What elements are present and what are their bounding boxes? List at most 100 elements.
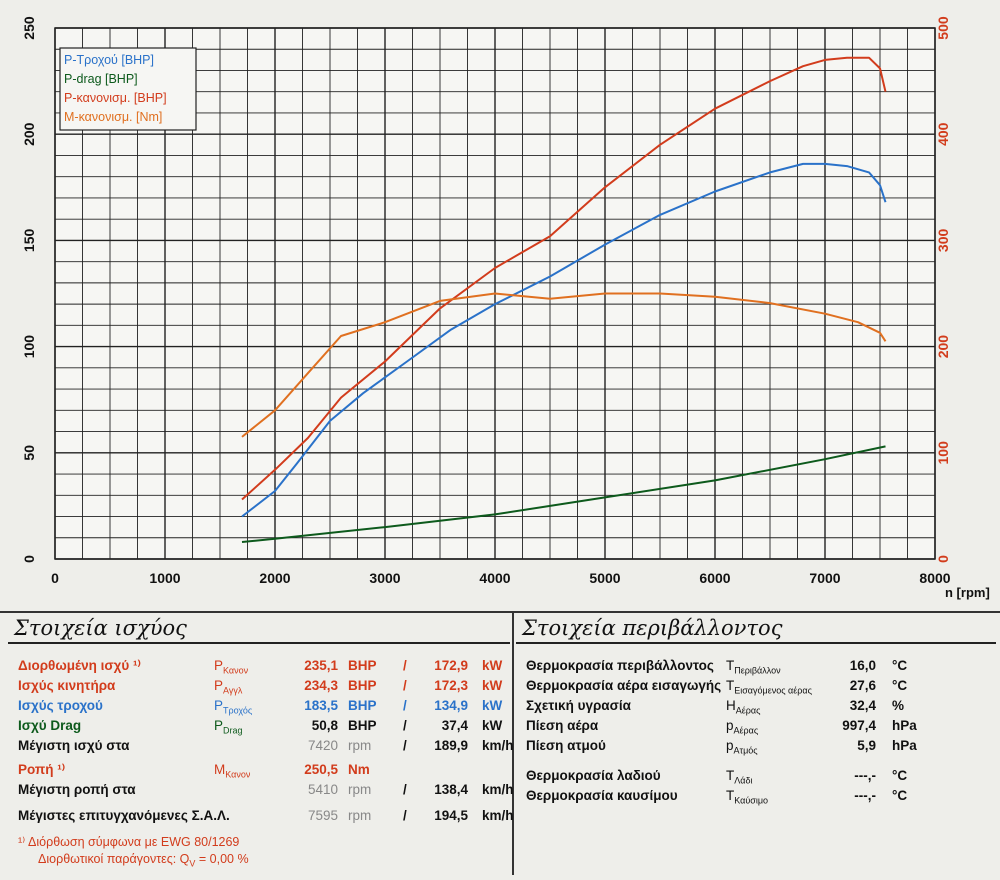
legend-entry: P-Τροχού [BHP] bbox=[64, 53, 154, 67]
unit-kw: kW bbox=[482, 658, 503, 673]
env-symbol: pΑέρας bbox=[726, 718, 759, 736]
y-right-tick-label: 300 bbox=[935, 229, 951, 253]
chart-legend: P-Τροχού [BHP] P-drag [BHP] P-κανονισμ. [B… bbox=[59, 47, 197, 131]
env-row: Θερμοκρασία αέρα εισαγωγής TΕισαγόμενος α… bbox=[516, 678, 996, 698]
env-unit: °C bbox=[892, 658, 908, 673]
env-row: Πίεση ατμού pΑτμός 5,9 hPa bbox=[516, 738, 996, 758]
wheel-power-row: Ισχύς τροχού PΤροχός 183,5 BHP / 134,9 k… bbox=[8, 698, 510, 718]
max-torque-rpm: 5410 bbox=[307, 782, 338, 797]
wheel-power-symbol: PΤροχός bbox=[214, 698, 253, 716]
env-symbol: TΚαύσιμο bbox=[726, 788, 769, 806]
env-value: 32,4 bbox=[849, 698, 876, 713]
torque-value: 250,5 bbox=[304, 762, 338, 777]
y-right-tick-label: 0 bbox=[935, 555, 951, 563]
wheel-power-label: Ισχύς τροχού bbox=[18, 698, 103, 713]
unit-rpm: rpm bbox=[348, 738, 372, 753]
legend-entry: P-κανονισμ. [BHP] bbox=[64, 91, 167, 105]
x-axis-label: n [rpm] bbox=[945, 585, 990, 600]
x-tick-label: 8000 bbox=[919, 570, 950, 586]
env-unit: % bbox=[892, 698, 905, 713]
corrected-power-kw: 172,9 bbox=[434, 658, 468, 673]
slash: / bbox=[403, 658, 407, 673]
unit-kmh: km/h bbox=[482, 738, 514, 753]
unit-kmh: km/h bbox=[482, 782, 514, 797]
env-unit: °C bbox=[892, 788, 908, 803]
footnote-factors-text: Διορθωτικοί παράγοντες: QV = 0,00 % bbox=[38, 852, 249, 869]
x-tick-label: 0 bbox=[51, 570, 59, 586]
engine-power-symbol: PΑγγλ bbox=[214, 678, 243, 696]
x-tick-label: 7000 bbox=[809, 570, 840, 586]
env-row: Σχετική υγρασία HΑέρας 32,4% bbox=[516, 698, 996, 718]
env-symbol: TΠεριβάλλον bbox=[726, 658, 781, 676]
unit-kmh: km/h bbox=[482, 808, 514, 823]
env-value: 27,6 bbox=[849, 678, 876, 693]
env-label: Σχετική υγρασία bbox=[526, 698, 631, 713]
env-symbol: TΕισαγόμενος αέρας bbox=[726, 678, 812, 696]
env-label: Θερμοκρασία περιβάλλοντος bbox=[526, 658, 714, 673]
env-row: Θερμοκρασία περιβάλλοντος TΠεριβάλλον 16,0… bbox=[516, 658, 996, 678]
unit-bhp: BHP bbox=[348, 658, 377, 673]
x-tick-label: 2000 bbox=[259, 570, 290, 586]
env-value: ---,- bbox=[854, 768, 876, 783]
series-line bbox=[241, 162, 887, 518]
x-tick-label: 3000 bbox=[369, 570, 400, 586]
y-left-tick-label: 150 bbox=[21, 229, 37, 253]
env-unit: °C bbox=[892, 678, 908, 693]
max-power-row: Μέγιστη ισχύ στα 7420 rpm / 189,9 km/h bbox=[8, 738, 514, 758]
x-tick-label: 1000 bbox=[149, 570, 180, 586]
torque-label: Ροπή ¹⁾ bbox=[18, 762, 66, 777]
unit-bhp: BHP bbox=[348, 718, 377, 733]
max-torque-label: Μέγιστη ροπή στα bbox=[18, 782, 136, 797]
slash: / bbox=[403, 718, 407, 733]
unit-kw: kW bbox=[482, 678, 503, 693]
power-data-panel: Στοιχεία ισχύος Διορθωμένη ισχύ ¹⁾ PΚανο… bbox=[8, 613, 514, 873]
environment-panel-title: Στοιχεία περιβάλλοντος bbox=[516, 613, 996, 644]
section-divider-vertical bbox=[512, 613, 514, 875]
power-panel-title: Στοιχεία ισχύος bbox=[8, 613, 510, 644]
env-label: Θερμοκρασία λαδιού bbox=[526, 768, 661, 783]
slash: / bbox=[403, 698, 407, 713]
max-torque-row: Μέγιστη ροπή στα 5410 rpm / 138,4 km/h bbox=[8, 782, 514, 802]
legend-entry: M-κανονισμ. [Nm] bbox=[64, 110, 162, 124]
unit-rpm: rpm bbox=[348, 808, 372, 823]
env-unit: °C bbox=[892, 768, 908, 783]
env-value: 5,9 bbox=[857, 738, 876, 753]
y-right-tick-label: 100 bbox=[935, 441, 951, 465]
max-rpm-row: Μέγιστες επιτυγχανόμενες Σ.Α.Λ. 7595 rpm… bbox=[8, 808, 514, 828]
y-left-tick-label: 250 bbox=[21, 16, 37, 40]
environment-data-panel: Στοιχεία περιβάλλοντος Θερμοκρασία περιβ… bbox=[516, 613, 996, 873]
engine-power-kw: 172,3 bbox=[434, 678, 468, 693]
slash: / bbox=[403, 782, 407, 797]
section-divider-top bbox=[0, 611, 1000, 613]
y-left-tick-label: 0 bbox=[21, 555, 37, 563]
drag-power-label: Ισχύ Drag bbox=[18, 718, 82, 733]
max-rpm-kmh: 194,5 bbox=[434, 808, 468, 823]
env-value: 16,0 bbox=[849, 658, 876, 673]
env-row: Πίεση αέρα pΑέρας 997,4 hPa bbox=[516, 718, 996, 738]
torque-row: Ροπή ¹⁾ MΚανον 250,5 Nm bbox=[8, 762, 510, 782]
env-label: Θερμοκρασία καυσίμου bbox=[526, 788, 678, 803]
max-torque-kmh: 138,4 bbox=[434, 782, 468, 797]
x-tick-label: 5000 bbox=[589, 570, 620, 586]
wheel-power-kw: 134,9 bbox=[434, 698, 468, 713]
series-line bbox=[241, 56, 887, 501]
drag-power-kw: 37,4 bbox=[441, 718, 468, 733]
env-unit: hPa bbox=[892, 738, 917, 753]
engine-power-row: Ισχύς κινητήρα PΑγγλ 234,3 BHP / 172,3 k… bbox=[8, 678, 510, 698]
x-tick-label: 4000 bbox=[479, 570, 510, 586]
engine-power-label: Ισχύς κινητήρα bbox=[18, 678, 116, 693]
footnote-factors: Διορθωτικοί παράγοντες: QV = 0,00 % bbox=[8, 852, 510, 870]
footnote-correction: ¹⁾ Διόρθωση σύμφωνα με EWG 80/1269 bbox=[8, 834, 510, 852]
env-label: Θερμοκρασία αέρα εισαγωγής bbox=[526, 678, 722, 693]
y-right-tick-label: 500 bbox=[935, 16, 951, 40]
y-left-tick-label: 200 bbox=[21, 122, 37, 146]
unit-bhp: BHP bbox=[348, 678, 377, 693]
series-line bbox=[241, 445, 886, 543]
max-rpm-label: Μέγιστες επιτυγχανόμενες Σ.Α.Λ. bbox=[18, 808, 230, 823]
env-row: Θερμοκρασία λαδιού TΛάδι ---,- °C bbox=[516, 768, 996, 788]
env-label: Πίεση αέρα bbox=[526, 718, 599, 733]
y-left-tick-label: 100 bbox=[21, 335, 37, 359]
env-value: ---,- bbox=[854, 788, 876, 803]
